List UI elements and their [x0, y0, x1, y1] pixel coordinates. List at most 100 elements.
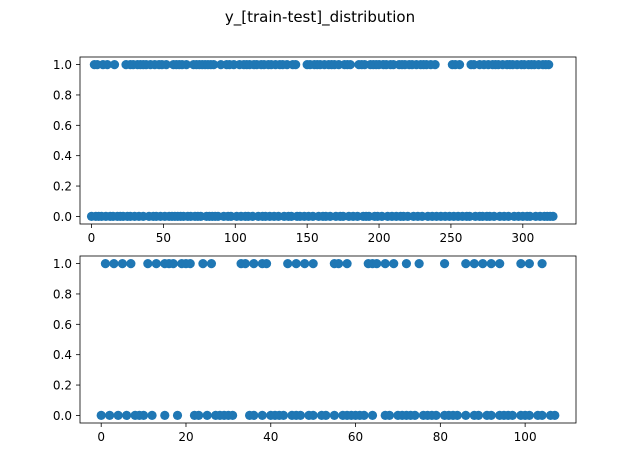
test-ytick-label-3: 0.6: [53, 318, 72, 332]
test-point-y1-30: [389, 258, 399, 269]
test-ytick-label-4: 0.8: [53, 287, 72, 301]
test-point-y0-59: [486, 410, 496, 421]
train-point-y1-21: [181, 59, 191, 70]
test-point-y1-2: [117, 258, 127, 269]
test-points: [96, 258, 560, 421]
train-xtick-label-2: 100: [224, 231, 247, 245]
test-point-y1-21: [300, 258, 310, 269]
test-point-y1-15: [240, 258, 250, 269]
test-point-y1-32: [414, 258, 424, 269]
test-point-y1-29: [380, 258, 390, 269]
test-point-y1-39: [516, 258, 526, 269]
train-point-y1-29: [209, 59, 219, 70]
train-point-y1-3: [102, 59, 112, 70]
test-point-y0-41: [384, 410, 395, 421]
train-point-y1-84: [430, 59, 440, 70]
test-plot: 0 20 40 60 80 100 0.0 0.2 0.4 0.6 0.8 1.0: [53, 255, 577, 444]
test-point-y1-35: [469, 258, 479, 269]
test-point-y1-41: [537, 258, 547, 269]
test-ytick-label-0: 0.0: [53, 409, 72, 423]
test-axes-frame: [79, 255, 577, 424]
test-point-y0-66: [524, 410, 534, 421]
test-point-y0-57: [473, 410, 484, 421]
train-ytick-label-0: 0.0: [53, 210, 72, 224]
test-point-y1-37: [486, 258, 496, 269]
test-xtick-label-3: 60: [348, 430, 363, 444]
train-axes-frame: [79, 56, 577, 225]
test-xtick-label-2: 40: [263, 430, 278, 444]
test-point-y0-29: [308, 410, 318, 421]
test-point-y0-1: [105, 410, 115, 421]
test-point-y1-22: [308, 258, 318, 269]
test-point-y0-54: [452, 410, 462, 421]
test-point-y1-34: [461, 258, 471, 269]
test-point-y0-0: [96, 410, 106, 421]
test-point-y0-6: [138, 410, 149, 421]
train-point-y1-16: [161, 59, 171, 70]
test-point-y0-8: [160, 410, 170, 421]
train-point-y1-62: [345, 59, 355, 70]
test-point-y0-17: [228, 410, 238, 421]
test-xtick-label-0: 0: [97, 430, 105, 444]
test-point-y1-4: [143, 258, 153, 269]
test-point-y0-70: [550, 410, 560, 421]
test-point-y0-46: [410, 410, 420, 421]
train-xtick-label-1: 50: [156, 231, 171, 245]
train-points: [86, 59, 558, 222]
test-ytick-label-2: 0.4: [53, 348, 72, 362]
train-point-y1-109: [544, 59, 554, 70]
figure-suptitle: y_[train-test]_distribution: [225, 8, 415, 27]
train-plot: 0 50 100 150 200 250 300 0.0 0.2 0.4 0.6 0.8 1.0: [53, 56, 577, 245]
test-xtick-label-4: 80: [433, 430, 448, 444]
test-point-y1-24: [333, 258, 344, 269]
test-point-y1-0: [100, 258, 111, 269]
train-ytick-label-3: 0.6: [53, 119, 72, 133]
test-point-y0-50: [431, 410, 441, 421]
train-point-y1-87: [454, 59, 465, 70]
test-point-y1-16: [249, 258, 259, 269]
test-point-y0-55: [461, 410, 471, 421]
test-point-y0-9: [172, 410, 183, 421]
test-point-y1-8: [168, 258, 178, 269]
test-point-y1-19: [283, 258, 293, 269]
test-point-y0-38: [359, 410, 369, 421]
train-ytick-label-5: 1.0: [53, 58, 72, 72]
test-point-y1-13: [206, 258, 217, 269]
test-point-y0-24: [278, 410, 289, 421]
test-point-y1-40: [524, 258, 534, 269]
train-point-y1-4: [109, 59, 120, 70]
train-ytick-label-1: 0.2: [53, 180, 72, 194]
test-point-y0-2: [113, 410, 123, 421]
test-point-y1-12: [198, 258, 208, 269]
train-point-y0-113: [548, 211, 558, 222]
test-point-y1-3: [126, 258, 136, 269]
test-point-y0-31: [321, 410, 331, 421]
test-point-y1-1: [109, 258, 119, 269]
test-ytick-label-1: 0.2: [53, 379, 72, 393]
test-point-y1-20: [291, 258, 301, 269]
test-xtick-label-5: 100: [514, 430, 537, 444]
test-point-y0-20: [257, 410, 267, 421]
train-xtick-label-0: 0: [88, 231, 96, 245]
test-xtick-label-1: 20: [178, 430, 193, 444]
test-ytick-label-5: 1.0: [53, 257, 72, 271]
test-point-y0-11: [194, 410, 204, 421]
test-point-y0-7: [147, 410, 157, 421]
test-point-y1-25: [342, 258, 352, 269]
test-point-y0-3: [122, 410, 132, 421]
test-point-y0-27: [295, 410, 306, 421]
test-point-y0-32: [329, 410, 339, 421]
test-point-y1-18: [261, 258, 272, 269]
test-point-y0-39: [367, 410, 378, 421]
train-xtick-label-6: 300: [511, 231, 534, 245]
test-point-y0-12: [202, 410, 212, 421]
test-point-y1-36: [478, 258, 488, 269]
test-point-y0-63: [507, 410, 518, 421]
test-point-y0-68: [537, 410, 547, 421]
train-point-y1-49: [291, 59, 301, 70]
train-xtick-label-5: 250: [439, 231, 462, 245]
train-xtick-label-3: 150: [296, 231, 319, 245]
test-point-y1-5: [151, 258, 161, 269]
test-point-y1-28: [372, 258, 382, 269]
